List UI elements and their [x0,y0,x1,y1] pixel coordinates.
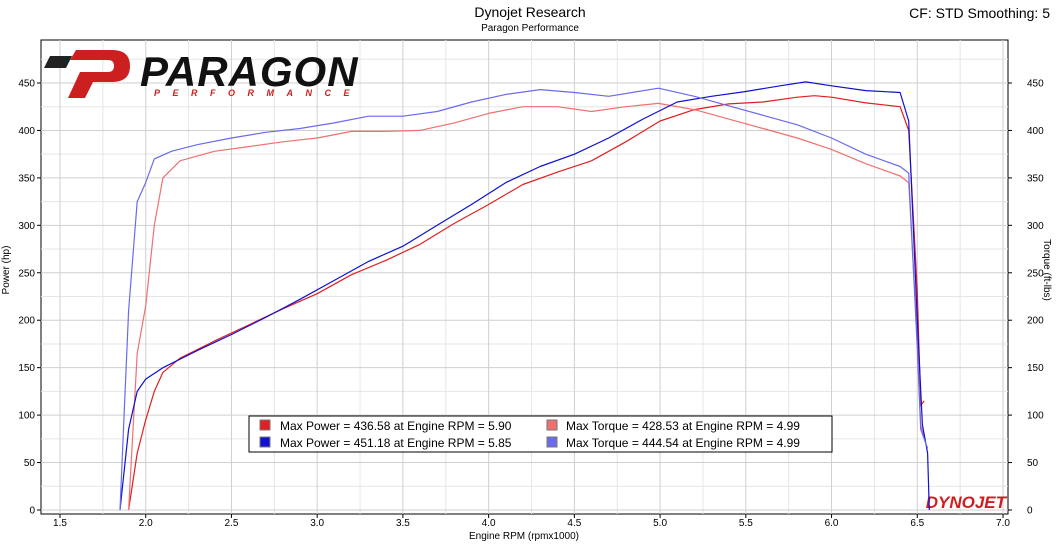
x-tick-label: 2.5 [225,518,239,529]
x-axis-ticks: 1.5 2.0 2.5 3.0 3.5 4.0 4.5 5.0 5.5 6.0 6.5 7.0 [53,514,1010,529]
chart-subtitle: Paragon Performance [481,23,579,34]
series-line-red-torque [128,102,927,511]
y-axis-left-title: Power (hp) [1,246,12,295]
y-right-tick-label: 200 [1027,316,1044,327]
logo-tagline: PERFORMANCE [154,88,362,98]
y-left-tick-label: 300 [18,221,35,232]
y-left-tick-label: 200 [18,316,35,327]
grid [41,40,1008,514]
logo-wordmark: PARAGON [140,48,359,95]
series-line-blue-torque [119,87,929,511]
y-right-tick-label: 400 [1027,126,1044,137]
legend-swatch-blue-power [259,436,271,448]
legend-box [248,415,833,453]
legend-label-blue-torque: Max Torque = 444.54 at Engine RPM = 4.99 [566,436,800,450]
y-left-tick-label: 0 [29,506,35,517]
y-right-tick-label: 50 [1027,458,1039,469]
x-tick-label: 7.0 [996,518,1010,529]
y-left-tick-label: 100 [18,411,35,422]
dynojet-watermark: DYNOJET [926,493,1008,512]
y-right-tick-label: 250 [1027,268,1044,279]
x-tick-label: 1.5 [53,518,67,529]
x-tick-label: 6.5 [910,518,924,529]
legend-label-red-power: Max Power = 436.58 at Engine RPM = 5.90 [280,419,512,433]
legend-swatch-red-power [259,419,271,431]
x-tick-label: 4.5 [567,518,581,529]
y-axis-right-title: Torque (ft-lbs) [1041,239,1052,301]
legend: Max Power = 436.58 at Engine RPM = 5.90 … [248,415,833,453]
y-right-tick-label: 0 [1027,506,1033,517]
paragon-logo: PARAGON PERFORMANCE [44,48,362,98]
x-tick-label: 5.0 [653,518,667,529]
y-left-tick-label: 150 [18,363,35,374]
series-line-red-power [128,95,925,511]
y-right-tick-label: 350 [1027,173,1044,184]
x-axis-title: Engine RPM (rpmx1000) [469,531,579,542]
series-line-blue-power [119,81,930,511]
legend-swatch-blue-torque [546,436,558,448]
y-right-tick-label: 100 [1027,411,1044,422]
x-tick-label: 2.0 [139,518,153,529]
y-axis-left-ticks: 0 50 100 150 200 250 300 350 400 450 [18,79,41,517]
y-left-tick-label: 350 [18,173,35,184]
settings-label: CF: STD Smoothing: 5 [909,5,1050,21]
x-tick-label: 5.5 [739,518,753,529]
y-axis-right-ticks: 0 50 100 150 200 250 300 350 400 450 [1008,79,1044,517]
x-tick-label: 3.5 [396,518,410,529]
y-left-tick-label: 250 [18,268,35,279]
y-right-tick-label: 150 [1027,363,1044,374]
series-group [119,81,930,511]
y-left-tick-label: 50 [24,458,36,469]
x-tick-label: 3.0 [310,518,324,529]
x-tick-label: 4.0 [482,518,496,529]
y-right-tick-label: 300 [1027,221,1044,232]
y-left-tick-label: 400 [18,126,35,137]
y-left-tick-label: 450 [18,79,35,90]
legend-swatch-red-torque [546,419,558,431]
y-right-tick-label: 450 [1027,79,1044,90]
x-tick-label: 6.0 [825,518,839,529]
legend-label-red-torque: Max Torque = 428.53 at Engine RPM = 4.99 [566,419,800,433]
chart-title: Dynojet Research [474,4,585,20]
legend-label-blue-power: Max Power = 451.18 at Engine RPM = 5.85 [280,436,512,450]
